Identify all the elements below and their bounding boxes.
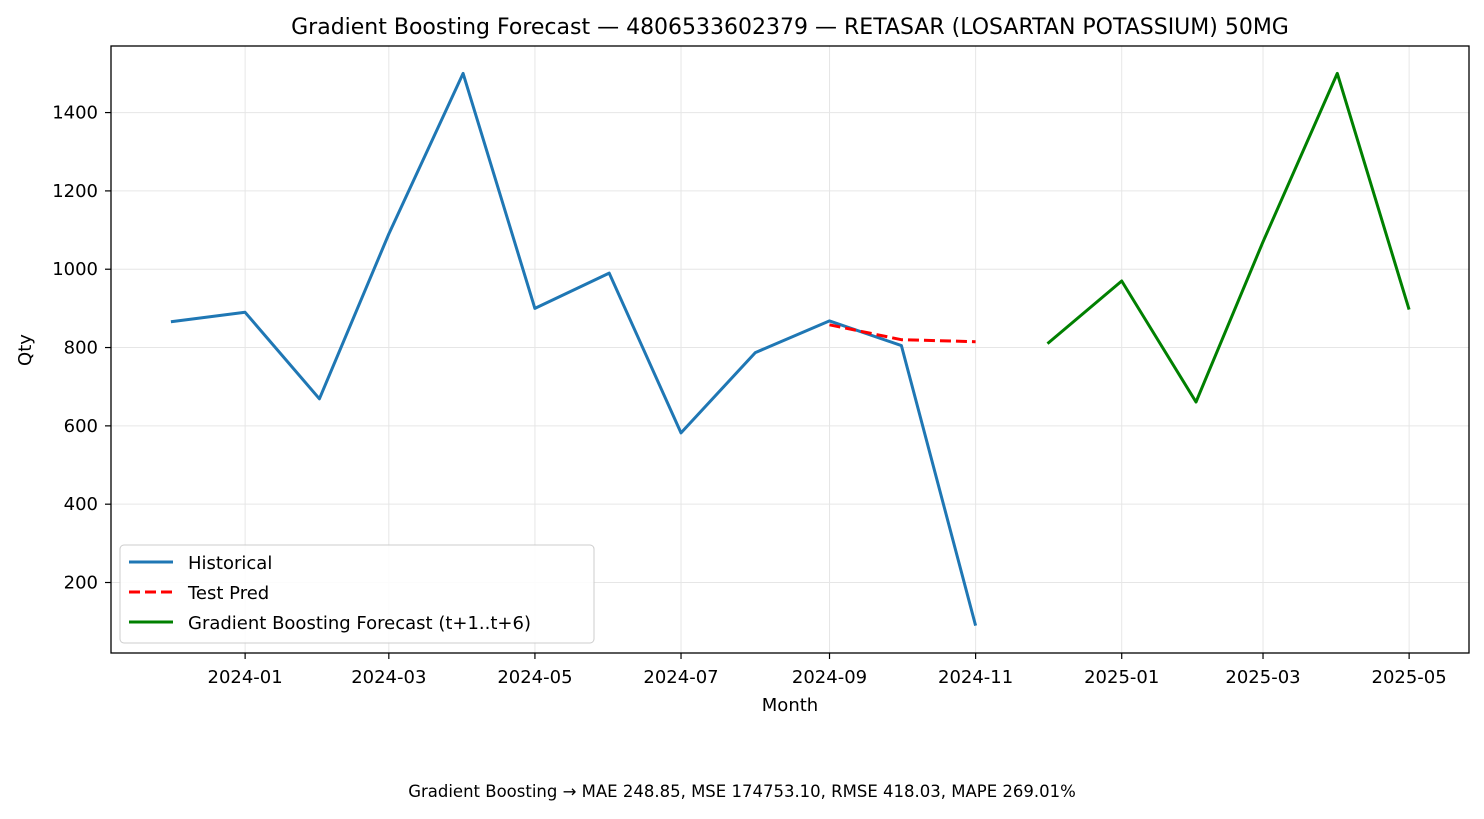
legend-label-forecast: Gradient Boosting Forecast (t+1..t+6) (188, 613, 531, 634)
legend: Historical Test Pred Gradient Boosting F… (119, 544, 595, 644)
x-tick-label: 2025-01 (1084, 667, 1159, 688)
y-tick-label: 400 (64, 494, 98, 515)
y-tick-label: 800 (64, 338, 98, 359)
y-tick-label: 1200 (52, 181, 98, 202)
x-tick-label: 2024-01 (208, 667, 283, 688)
y-tick-label: 1000 (52, 259, 98, 280)
x-tick-label: 2025-03 (1225, 667, 1300, 688)
y-axis-label: Qty (15, 334, 36, 366)
series-line-test-pred (829, 323, 976, 344)
legend-label-historical: Historical (188, 553, 272, 574)
y-tick-label: 200 (64, 573, 98, 594)
x-tick-label: 2025-05 (1372, 667, 1447, 688)
axis-ticks: 2024-01 2024-03 2024-05 2024-07 2024-09 2024-… (52, 103, 1447, 688)
grid-lines (111, 46, 1469, 653)
series-line-historical (170, 71, 978, 626)
x-tick-label: 2024-09 (792, 667, 867, 688)
y-tick-label: 600 (64, 416, 98, 437)
x-axis-label: Month (762, 695, 818, 716)
legend-label-test-pred: Test Pred (187, 583, 269, 604)
series-lines (170, 71, 1411, 626)
chart-title: Gradient Boosting Forecast — 48065336023… (291, 15, 1289, 40)
x-tick-label: 2024-03 (351, 667, 426, 688)
x-tick-label: 2024-05 (497, 667, 572, 688)
y-tick-label: 1400 (52, 103, 98, 124)
x-tick-label: 2024-11 (938, 667, 1013, 688)
legend-box (119, 544, 595, 644)
plot-frame (110, 45, 1470, 654)
metrics-footer: Gradient Boosting → MAE 248.85, MSE 1747… (408, 782, 1076, 801)
x-tick-label: 2024-07 (643, 667, 718, 688)
series-line-gradient-boosting-forecast-t-1-t-6 (1046, 71, 1411, 404)
